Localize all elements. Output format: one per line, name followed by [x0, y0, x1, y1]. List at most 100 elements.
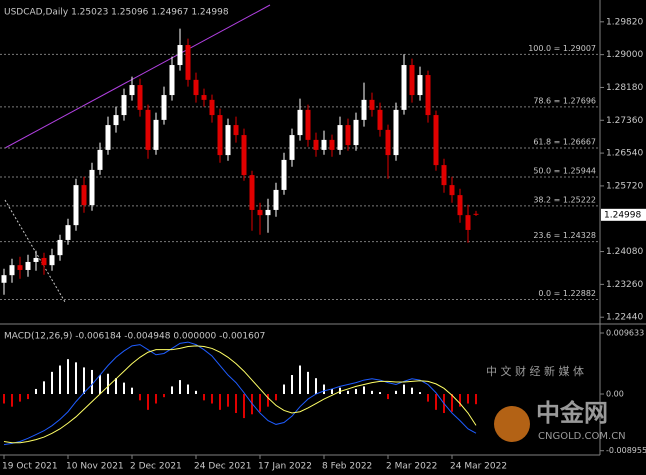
chart-title: USDCAD,Daily 1.25023 1.25096 1.24967 1.2…: [4, 8, 229, 18]
histogram-bar: [363, 386, 365, 395]
histogram-bar: [107, 373, 109, 395]
histogram-bar: [379, 392, 381, 395]
fib-label: 50.0 = 1.25944: [533, 166, 596, 175]
histogram-bar: [179, 380, 181, 395]
y-tick-label: 0.009633: [606, 329, 644, 338]
candle-body: [377, 109, 383, 130]
histogram-bar: [123, 382, 125, 395]
candle-body: [425, 75, 431, 116]
x-tick-label: 2 Mar 2022: [386, 462, 437, 472]
histogram-bar: [371, 390, 373, 395]
histogram-bar: [147, 394, 149, 410]
candle-body: [65, 225, 71, 240]
histogram-bar: [115, 378, 117, 395]
candle-body: [177, 45, 183, 66]
candle-body: [33, 257, 39, 262]
histogram-bar: [347, 390, 349, 395]
candle-body: [257, 209, 263, 216]
candle-body: [49, 255, 55, 266]
candle-body: [137, 85, 143, 110]
candle-body: [113, 115, 119, 126]
candle-body: [209, 99, 215, 116]
histogram-bar: [155, 394, 157, 404]
candle-body: [281, 159, 287, 190]
candle-body: [129, 85, 135, 96]
x-tick-label: 19 Oct 2021: [2, 462, 58, 472]
histogram-bar: [395, 390, 397, 395]
histogram-bar: [275, 394, 277, 401]
candle-body: [169, 65, 175, 96]
histogram-bar: [11, 394, 13, 407]
candle-body: [89, 169, 95, 206]
histogram-bar: [227, 394, 229, 407]
watermark-logo: [494, 406, 530, 442]
histogram-bar: [475, 394, 477, 405]
histogram-bar: [283, 384, 285, 395]
candle-body: [329, 139, 335, 150]
candle-body: [41, 257, 47, 266]
candle-body: [1, 275, 7, 283]
histogram-bar: [35, 388, 37, 395]
x-tick-label: 10 Nov 2021: [66, 462, 124, 472]
x-tick-label: 24 Dec 2021: [194, 462, 252, 472]
macd-line: [3, 341, 477, 446]
candle-body: [105, 125, 111, 150]
candle-body: [473, 213, 479, 215]
candle-body: [25, 261, 31, 270]
candle-body: [313, 139, 319, 150]
price-box: [601, 208, 646, 221]
x-tick-label: 24 Mar 2022: [450, 462, 507, 472]
candle-body: [345, 125, 351, 146]
candle-body: [249, 175, 255, 210]
histogram-bar: [459, 394, 461, 407]
histogram-bar: [291, 375, 293, 395]
candle-body: [9, 265, 15, 276]
histogram-bar: [467, 394, 469, 404]
histogram-bar: [387, 394, 389, 400]
histogram-bar: [355, 388, 357, 395]
histogram-bar: [435, 394, 437, 410]
histogram-bar: [99, 375, 101, 395]
y-tick-label: 1.25720: [606, 181, 643, 191]
candle-body: [193, 79, 199, 96]
candle-body: [265, 209, 271, 216]
histogram-bar: [43, 381, 45, 395]
y-tick-label: 1.28180: [606, 83, 643, 93]
histogram-bar: [163, 394, 165, 398]
candle-body: [121, 95, 127, 116]
candle-body: [417, 75, 423, 96]
candle-body: [297, 109, 303, 136]
histogram-bar: [259, 394, 261, 412]
y-tick-label: 1.22440: [606, 313, 643, 323]
histogram-bar: [27, 394, 29, 400]
candle-body: [401, 65, 407, 110]
candle-body: [449, 185, 455, 196]
candle-body: [161, 95, 167, 120]
candle-body: [409, 65, 415, 96]
histogram-bar: [171, 386, 173, 395]
trend-line: [4, 4, 271, 149]
histogram-bar: [235, 394, 237, 414]
histogram-bar: [59, 365, 61, 395]
histogram-bar: [243, 394, 245, 419]
y-tick-label: 0.00: [606, 390, 624, 399]
candle-body: [97, 149, 103, 170]
candle-body: [385, 129, 391, 156]
histogram-bar: [139, 394, 141, 401]
fib-label: 61.8 = 1.26667: [533, 138, 596, 147]
candle-body: [353, 119, 359, 146]
candle-body: [289, 135, 295, 160]
candle-body: [185, 45, 191, 80]
fib-label: 100.0 = 1.29007: [528, 44, 596, 53]
y-tick-label: 1.29000: [606, 50, 643, 60]
histogram-bar: [427, 394, 429, 402]
histogram-bar: [219, 394, 221, 410]
candle-body: [457, 195, 463, 216]
histogram-bar: [75, 362, 77, 395]
candle-body: [337, 125, 343, 150]
histogram-bar: [195, 390, 197, 395]
candle-body: [241, 135, 247, 176]
candle-body: [441, 165, 447, 186]
fib-label: 78.6 = 1.27696: [533, 96, 596, 105]
